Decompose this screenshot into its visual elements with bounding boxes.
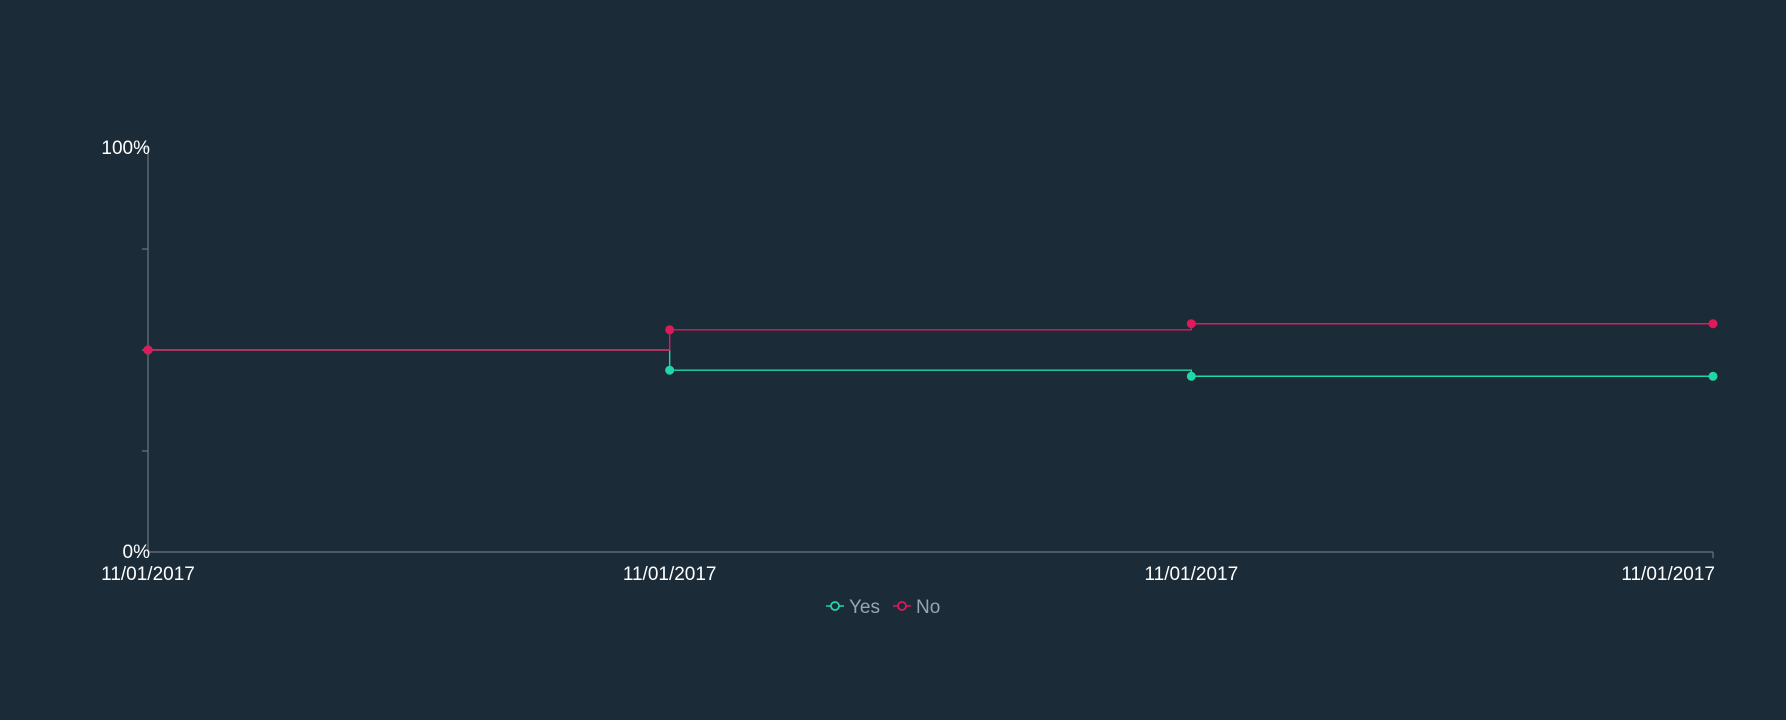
x-tick-label-4: 11/01/2017: [1621, 564, 1715, 585]
legend-label-no: No: [916, 597, 940, 618]
series-yes: [143, 345, 1718, 381]
legend-item-no[interactable]: No: [893, 597, 940, 618]
y-tick-label-100: 100%: [101, 138, 150, 159]
data-point-yes[interactable]: [1708, 371, 1718, 381]
axes: [142, 147, 1714, 558]
legend-swatch-dot-yes: [830, 601, 840, 611]
data-point-no[interactable]: [1186, 319, 1196, 329]
x-tick-label-3: 11/01/2017: [1144, 564, 1238, 585]
y-tick-label-0: 0%: [123, 542, 151, 563]
data-point-no[interactable]: [1708, 319, 1718, 329]
legend-label-yes: Yes: [849, 597, 880, 618]
data-point-yes[interactable]: [665, 365, 675, 375]
legend-item-yes[interactable]: Yes: [826, 597, 880, 618]
series-line-yes: [148, 349, 1713, 377]
series-layer: [143, 319, 1718, 381]
legend[interactable]: Yes No: [826, 597, 940, 618]
x-tick-label-1: 11/01/2017: [101, 564, 195, 585]
y-minor-ticks: [142, 147, 148, 452]
y-tick-labels: 100% 0%: [101, 138, 150, 563]
data-point-yes[interactable]: [1186, 371, 1196, 381]
series-no: [143, 319, 1718, 355]
x-tick-labels: 11/01/2017 11/01/2017 11/01/2017 11/01/2…: [101, 564, 1715, 585]
data-point-no[interactable]: [665, 325, 675, 335]
x-tick-label-2: 11/01/2017: [623, 564, 717, 585]
series-line-no: [148, 323, 1713, 351]
data-point-no[interactable]: [143, 345, 153, 355]
legend-swatch-dot-no: [897, 601, 907, 611]
